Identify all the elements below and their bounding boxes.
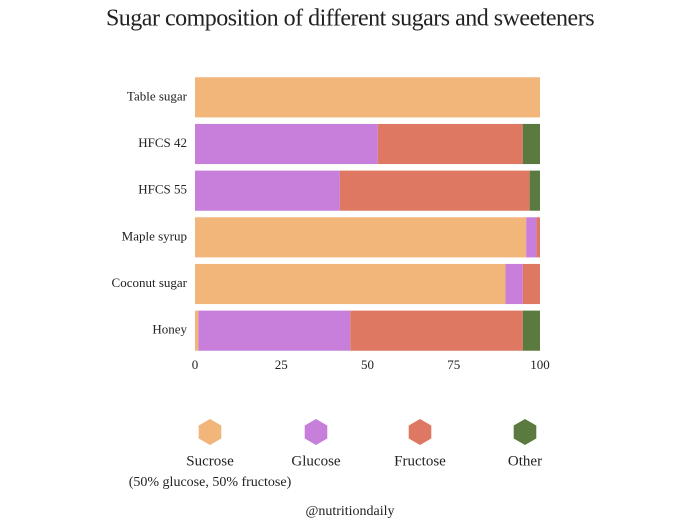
x-tick-label: 0 [192, 357, 199, 372]
bar-segment [195, 123, 378, 165]
bar-segment [529, 170, 540, 211]
y-tick-label: Table sugar [127, 88, 188, 103]
footer: @nutritiondaily [305, 504, 394, 519]
bar-segment [522, 123, 540, 165]
x-tick-label: 50 [361, 357, 374, 372]
legend-note: (50% glucose, 50% fructose) [129, 475, 292, 490]
legend-label: Glucose [291, 453, 340, 469]
bar-segment [195, 170, 340, 211]
y-tick-label: HFCS 42 [138, 135, 187, 150]
bar-segment [195, 263, 506, 305]
bar-segment [522, 263, 540, 305]
bar-segment [195, 310, 199, 351]
y-tick-label: Honey [152, 322, 187, 337]
bar-segment [377, 123, 523, 165]
legend-swatch [304, 419, 328, 445]
y-tick-label: HFCS 55 [138, 182, 187, 197]
legend-swatch [513, 419, 537, 445]
legend-label: Other [508, 453, 542, 469]
y-tick-label: Maple syrup [122, 228, 187, 243]
x-tick-label: 75 [447, 357, 460, 372]
bar-segment [522, 310, 540, 351]
legend-swatch [408, 419, 432, 445]
chart-title: Sugar composition of different sugars an… [106, 6, 594, 32]
legend-swatch [198, 419, 222, 445]
x-tick-label: 25 [275, 357, 288, 372]
bar-segment [195, 217, 527, 258]
bar-segment [536, 217, 540, 258]
bar-segment [526, 217, 537, 258]
legend-label: Sucrose [186, 453, 234, 469]
legend-label: Fructose [394, 453, 446, 469]
bar-segment [350, 310, 523, 351]
x-tick-label: 100 [530, 357, 550, 372]
bar-segment [505, 263, 523, 305]
y-tick-label: Coconut sugar [112, 275, 188, 290]
bar-segment [198, 310, 351, 351]
bar-segment [339, 170, 530, 211]
bar-segment [195, 77, 540, 118]
